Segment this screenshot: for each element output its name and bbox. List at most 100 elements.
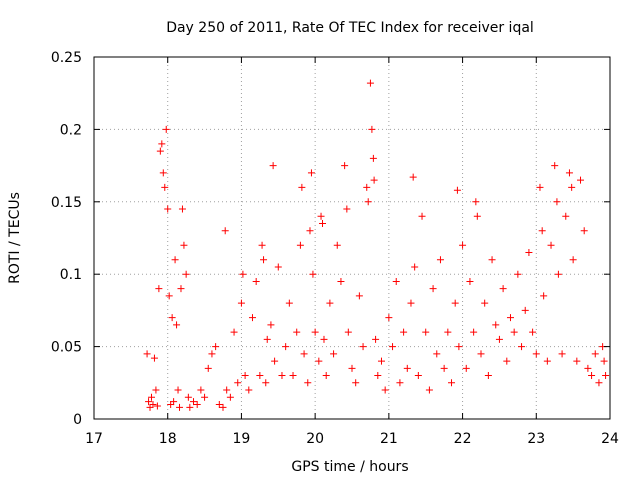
data-point: [167, 401, 175, 409]
data-point: [319, 220, 327, 228]
data-point: [170, 398, 178, 406]
data-point: [174, 386, 182, 394]
data-point: [311, 328, 319, 336]
data-point: [219, 403, 227, 411]
data-point: [269, 162, 277, 170]
y-tick-label: 0.05: [51, 340, 82, 356]
data-point: [145, 398, 153, 406]
plot-frame: [93, 56, 611, 420]
grid-lines: [94, 57, 610, 419]
data-point: [193, 401, 201, 409]
data-point: [451, 299, 459, 307]
x-tick-label: 21: [380, 431, 398, 447]
data-point: [473, 212, 481, 220]
data-point: [248, 314, 256, 322]
data-point: [252, 277, 260, 285]
data-point: [396, 379, 404, 387]
data-point: [392, 277, 400, 285]
data-point: [147, 393, 155, 401]
data-point: [409, 173, 417, 181]
data-point: [208, 350, 216, 358]
data-point: [488, 256, 496, 264]
data-point: [403, 364, 411, 372]
x-tick-label: 19: [233, 431, 251, 447]
x-tick-label: 22: [454, 431, 472, 447]
data-point: [155, 285, 163, 293]
x-tick-label: 20: [306, 431, 324, 447]
data-point: [158, 140, 166, 148]
data-point: [180, 241, 188, 249]
data-point: [529, 328, 537, 336]
data-point: [462, 364, 470, 372]
y-tick-label: 0.1: [60, 267, 82, 283]
data-point: [204, 364, 212, 372]
data-point: [285, 299, 293, 307]
data-point: [306, 227, 314, 235]
data-point: [315, 357, 323, 365]
data-point: [400, 328, 408, 336]
data-point: [532, 350, 540, 358]
data-point: [366, 79, 374, 87]
data-point: [407, 299, 415, 307]
data-point: [262, 379, 270, 387]
data-point: [389, 343, 397, 351]
data-point: [164, 205, 172, 213]
data-point: [320, 335, 328, 343]
data-point: [359, 343, 367, 351]
data-point: [568, 183, 576, 191]
data-point: [377, 357, 385, 365]
data-point: [565, 169, 573, 177]
data-point: [152, 386, 160, 394]
data-point: [499, 285, 507, 293]
data-point: [341, 162, 349, 170]
data-point: [369, 154, 377, 162]
data-point: [518, 343, 526, 351]
data-point: [177, 285, 185, 293]
data-point: [355, 292, 363, 300]
data-point: [241, 372, 249, 380]
data-point: [212, 343, 220, 351]
data-point: [364, 198, 372, 206]
data-point: [372, 335, 380, 343]
data-point: [289, 372, 297, 380]
data-point: [178, 205, 186, 213]
data-point: [156, 147, 164, 155]
y-tick-label: 0.25: [51, 50, 82, 66]
data-point: [418, 212, 426, 220]
data-point: [562, 212, 570, 220]
data-point: [344, 328, 352, 336]
data-point: [300, 350, 308, 358]
data-point: [258, 241, 266, 249]
data-point: [558, 350, 566, 358]
data-markers: [143, 79, 610, 411]
data-point: [223, 386, 231, 394]
data-point: [226, 393, 234, 401]
data-point: [171, 256, 179, 264]
data-point: [484, 372, 492, 380]
data-point: [580, 227, 588, 235]
data-point: [165, 292, 173, 300]
data-point: [317, 212, 325, 220]
data-point: [256, 372, 264, 380]
data-point: [573, 357, 581, 365]
y-tick-label: 0: [73, 412, 82, 428]
data-point: [304, 379, 312, 387]
data-point: [459, 241, 467, 249]
data-point: [554, 270, 562, 278]
data-point: [547, 241, 555, 249]
data-point: [414, 372, 422, 380]
data-point: [143, 350, 151, 358]
data-point: [168, 314, 176, 322]
data-point: [263, 335, 271, 343]
data-point: [309, 270, 317, 278]
data-point: [343, 205, 351, 213]
data-point: [600, 357, 608, 365]
data-point: [425, 386, 433, 394]
data-point: [201, 393, 209, 401]
data-point: [481, 299, 489, 307]
y-axis-label: ROTI / TECUs: [7, 192, 23, 284]
data-point: [525, 248, 533, 256]
data-point: [150, 354, 158, 362]
data-point: [569, 256, 577, 264]
data-point: [510, 328, 518, 336]
